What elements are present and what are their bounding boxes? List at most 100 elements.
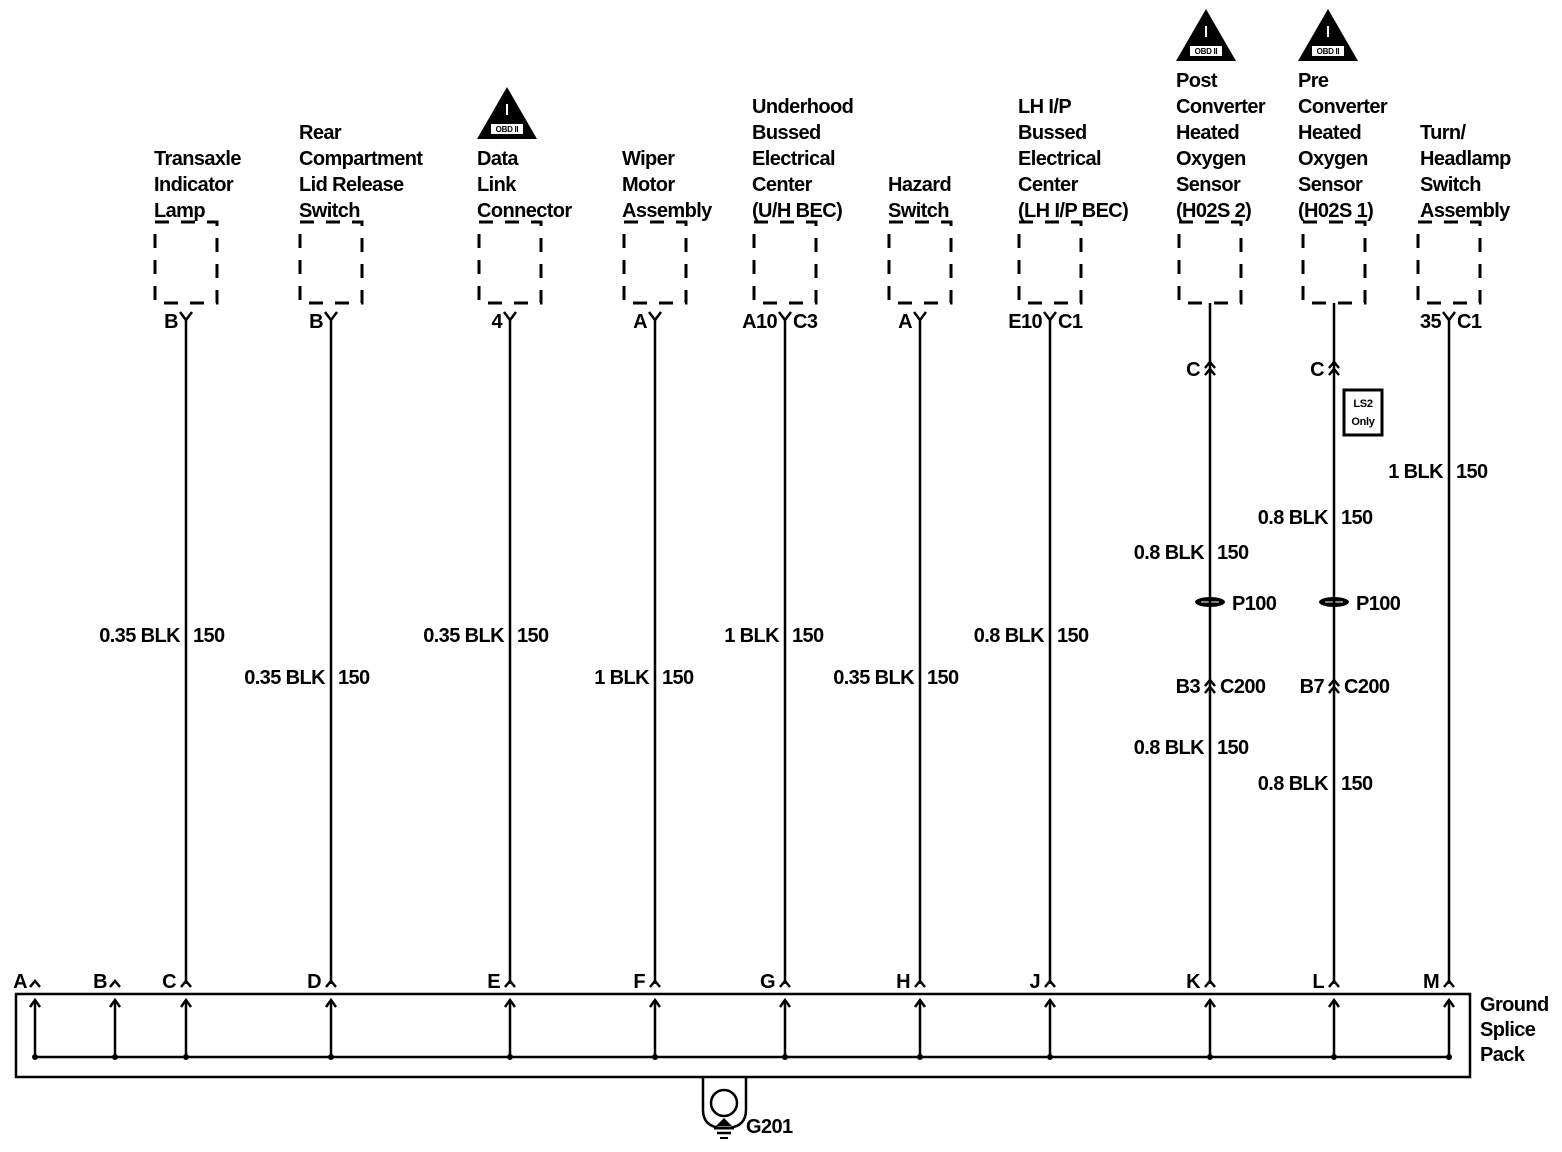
obd-icon-text: OBD II bbox=[496, 125, 519, 134]
pin-label: A10 bbox=[742, 311, 777, 333]
connector-pin-icon bbox=[503, 311, 517, 323]
splice-arrow-icon bbox=[1043, 997, 1057, 1008]
component-title: Headlamp bbox=[1420, 148, 1511, 170]
component-title: Data bbox=[477, 148, 519, 170]
c200-connector-icon bbox=[1328, 678, 1340, 687]
component-box bbox=[887, 220, 953, 305]
wire-circuit-number: 150 bbox=[1217, 542, 1249, 564]
splice-terminal-connector bbox=[504, 979, 516, 988]
splice-arrow-icon bbox=[324, 997, 338, 1008]
component-title: Converter bbox=[1298, 96, 1388, 118]
component-box bbox=[752, 220, 818, 305]
component-title: Compartment bbox=[299, 148, 423, 170]
inline-connector-icon bbox=[1204, 367, 1216, 376]
splice-terminal-label: C bbox=[162, 971, 176, 993]
option-label: Only bbox=[1351, 416, 1375, 428]
splice-terminal-label: G bbox=[760, 971, 775, 993]
splice-terminal-connector bbox=[649, 979, 661, 988]
splice-arrow-icon bbox=[179, 997, 193, 1008]
wire-gauge-color: 0.8 BLK bbox=[974, 625, 1045, 647]
connector-label: C1 bbox=[1058, 311, 1083, 333]
obd-label-box bbox=[491, 124, 523, 134]
component-title: Indicator bbox=[154, 174, 234, 196]
wire-circuit-number: 150 bbox=[517, 625, 549, 647]
wire-gauge-color: 0.8 BLK bbox=[1258, 507, 1329, 529]
component-title: Motor bbox=[622, 174, 675, 196]
c200-pin-label: B7 bbox=[1300, 676, 1325, 698]
obd-label-box bbox=[1312, 46, 1344, 56]
component-title: Transaxle bbox=[154, 148, 241, 170]
splice-terminal-connector bbox=[180, 979, 192, 988]
wire-circuit-number: 150 bbox=[1456, 461, 1488, 483]
component-column-g: Underhood Bussed Electrical Center (U/H BEC)… bbox=[724, 96, 854, 1060]
splice-terminal-label: F bbox=[633, 971, 645, 993]
component-title: Electrical bbox=[1018, 148, 1101, 170]
component-box bbox=[477, 220, 543, 305]
splice-terminal-label: B bbox=[93, 971, 107, 993]
inline-connector-icon bbox=[1204, 360, 1216, 369]
splice-terminal-label: H bbox=[896, 971, 910, 993]
splice-pack-label: Splice bbox=[1480, 1019, 1536, 1041]
component-column-m: Turn/Headlamp Switch Assembly 35 C1 1 BLK 150 M bbox=[1388, 122, 1512, 1060]
component-title: Electrical bbox=[752, 148, 835, 170]
component-column-c: Transaxle Indicator Lamp B 0.35 BLK 150 C bbox=[99, 148, 242, 1060]
component-title: Oxygen bbox=[1298, 148, 1368, 170]
component-column-k: Post Converter Heated Oxygen Sensor (H02S 2) O… bbox=[1134, 9, 1277, 1060]
splice-terminal-connector bbox=[29, 979, 41, 988]
component-box bbox=[1301, 220, 1367, 305]
component-column-j: LH I/P Bussed Electrical Center (LH I/P BEC)… bbox=[974, 96, 1129, 1060]
component-column-l: Pre Converter Heated Oxygen Sensor (H02S 1) OB… bbox=[1258, 9, 1401, 1060]
component-title: Center bbox=[1018, 174, 1079, 196]
wire-circuit-number: 150 bbox=[1341, 773, 1373, 795]
component-title: Pre bbox=[1298, 70, 1329, 92]
pin-label: B bbox=[164, 311, 178, 333]
splice-arrow-icon bbox=[28, 997, 42, 1008]
component-title: Bussed bbox=[1018, 122, 1087, 144]
splice-terminal-label: M bbox=[1423, 971, 1439, 993]
component-title: Sensor bbox=[1298, 174, 1363, 196]
component-column-h: Hazard Switch A 0.35 BLK 150 H bbox=[833, 174, 960, 1060]
component-title: Oxygen bbox=[1176, 148, 1246, 170]
inline-connector-icon bbox=[1328, 367, 1340, 376]
component-title: Switch bbox=[888, 200, 949, 222]
splice-terminal-connector bbox=[109, 979, 121, 988]
component-title: Heated bbox=[1176, 122, 1239, 144]
component-box bbox=[622, 220, 688, 305]
wire-gauge-color: 0.35 BLK bbox=[423, 625, 505, 647]
wire-gauge-color: 0.8 BLK bbox=[1134, 737, 1205, 759]
component-title: Switch bbox=[299, 200, 360, 222]
ground-eyelet-icon bbox=[709, 1088, 739, 1118]
splice-terminal-connector bbox=[1443, 979, 1455, 988]
c200-connector-label: C200 bbox=[1344, 676, 1390, 698]
component-title: (U/H BEC) bbox=[752, 200, 842, 222]
splice-label: P100 bbox=[1356, 593, 1401, 615]
connector-pin-icon bbox=[324, 311, 338, 323]
splice-terminal-label: J bbox=[1029, 971, 1040, 993]
obd-label-box bbox=[1190, 46, 1222, 56]
component-title: Sensor bbox=[1176, 174, 1241, 196]
wire-circuit-number: 150 bbox=[193, 625, 225, 647]
component-title: (H02S 1) bbox=[1298, 200, 1373, 222]
wire-gauge-color: 1 BLK bbox=[594, 667, 650, 689]
component-title: LH I/P bbox=[1018, 96, 1071, 118]
component-title: Lid Release bbox=[299, 174, 404, 196]
splice-terminal-label: K bbox=[1186, 971, 1201, 993]
option-box bbox=[1342, 388, 1384, 437]
splice-arrow-icon bbox=[1203, 997, 1217, 1008]
inline-connector-label: C bbox=[1186, 359, 1200, 381]
wire-gauge-color: 1 BLK bbox=[724, 625, 780, 647]
component-title: Turn/ bbox=[1420, 122, 1467, 144]
splice-terminal-label: D bbox=[307, 971, 321, 993]
pin-label: 35 bbox=[1420, 311, 1442, 333]
splice-terminal-label: A bbox=[13, 971, 27, 993]
connector-pin-icon bbox=[778, 311, 792, 323]
wire-circuit-number: 150 bbox=[1057, 625, 1089, 647]
c200-connector-icon bbox=[1204, 685, 1216, 694]
splice-terminal-connector bbox=[1044, 979, 1056, 988]
ground-symbol-icon bbox=[716, 1118, 732, 1126]
component-title: Center bbox=[752, 174, 813, 196]
wire-gauge-color: 0.35 BLK bbox=[99, 625, 181, 647]
connector-pin-icon bbox=[913, 311, 927, 323]
component-title: Rear bbox=[299, 122, 342, 144]
pin-label: E10 bbox=[1008, 311, 1042, 333]
